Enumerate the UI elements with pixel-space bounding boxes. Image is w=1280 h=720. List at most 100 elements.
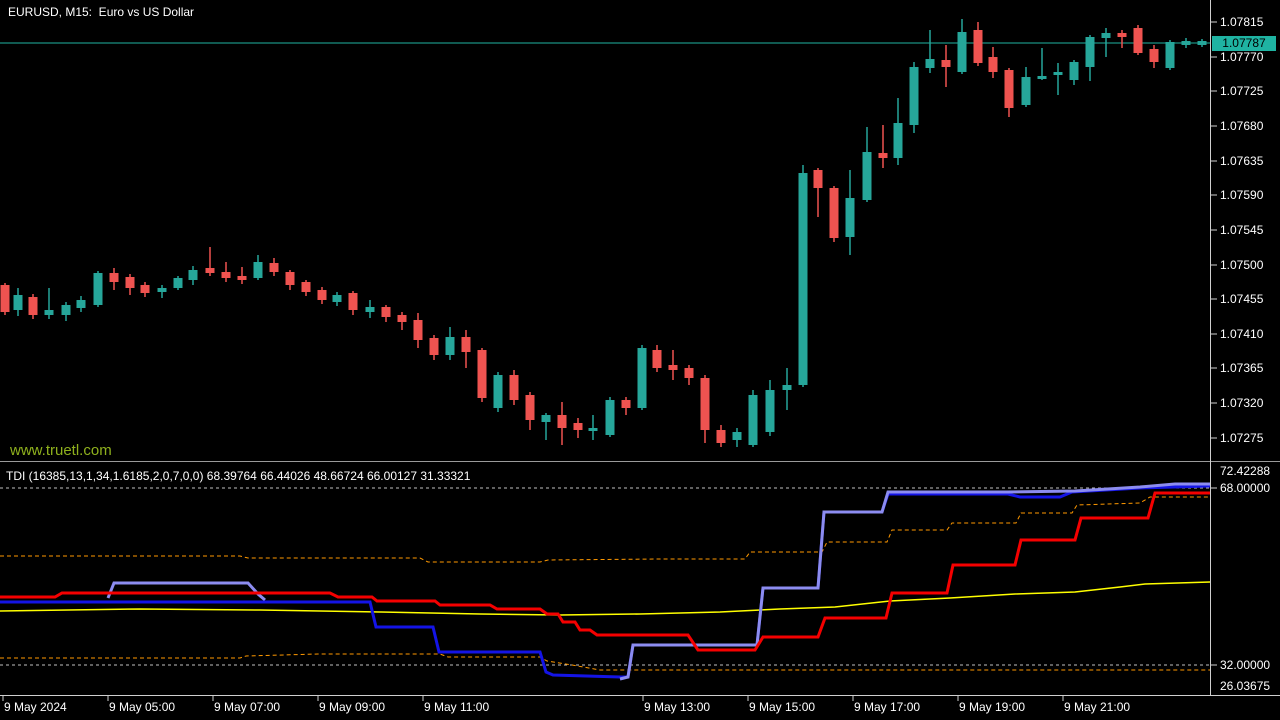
- time-tick-label: 9 May 13:00: [644, 700, 711, 714]
- symbol-header: EURUSD, M15: Euro vs US Dollar: [8, 5, 195, 19]
- candle-body: [829, 188, 839, 238]
- candle-body: [28, 297, 38, 315]
- candle-body: [732, 432, 742, 440]
- candle-body: [845, 198, 855, 237]
- price-tick-label: 1.07275: [1220, 431, 1264, 445]
- candle-body: [988, 57, 998, 72]
- candle-body: [813, 170, 823, 188]
- candle-body: [301, 282, 311, 292]
- candle-body: [140, 285, 150, 293]
- candle-body: [973, 30, 983, 63]
- price-tick-label: 1.07770: [1220, 50, 1264, 64]
- current-price-label: 1.07787: [1212, 36, 1276, 51]
- price-tick-label: 1.07590: [1220, 188, 1264, 202]
- price-tick-label: 1.07320: [1220, 396, 1264, 410]
- tdi-line-trade-signal-line: [0, 491, 1210, 652]
- candle-body: [525, 395, 535, 420]
- candle-body: [1085, 37, 1095, 67]
- candle-body: [445, 337, 455, 355]
- candle-body: [588, 428, 598, 431]
- candle-body: [1053, 72, 1063, 75]
- time-tick-label: 9 May 07:00: [214, 700, 281, 714]
- candle-body: [397, 315, 407, 322]
- candle-body: [429, 338, 439, 355]
- tdi-line-lower-band-dashed: [0, 653, 1210, 671]
- time-tick-label: 9 May 17:00: [854, 700, 921, 714]
- indicator-tick-label: 26.03675: [1220, 679, 1271, 693]
- candle-body: [684, 368, 694, 378]
- time-tick-label: 9 May 2024: [4, 700, 67, 714]
- candle-body: [461, 337, 471, 352]
- candle-body: [1117, 33, 1127, 37]
- candle-body: [652, 350, 662, 368]
- candle-body: [253, 262, 263, 278]
- candle-body: [76, 300, 86, 308]
- candle-body: [413, 320, 423, 340]
- candle-body: [317, 290, 327, 300]
- indicator-tick-label: 32.00000: [1220, 658, 1271, 672]
- candle-body: [748, 395, 758, 445]
- watermark: www.truetl.com: [10, 442, 112, 459]
- tdi-line-volatility-band-right: [619, 482, 1210, 681]
- candle-body: [1021, 77, 1031, 105]
- candle-body: [541, 415, 551, 422]
- price-tick-label: 1.07725: [1220, 84, 1264, 98]
- candle-body: [205, 268, 215, 273]
- candle-body: [1069, 62, 1079, 80]
- time-tick-label: 9 May 15:00: [749, 700, 816, 714]
- candle-body: [44, 310, 54, 315]
- candle-body: [237, 276, 247, 280]
- time-tick-label: 9 May 05:00: [109, 700, 176, 714]
- candle-body: [93, 273, 103, 305]
- indicator-tick-label: 68.00000: [1220, 481, 1271, 495]
- candle-body: [1197, 41, 1207, 45]
- candle-body: [573, 423, 583, 430]
- indicator-tick-label: 72.42288: [1220, 464, 1271, 478]
- candle-body: [332, 295, 342, 302]
- candle-body: [61, 305, 71, 315]
- price-tick-label: 1.07500: [1220, 258, 1264, 272]
- tdi-line-volatility-band-left: [106, 581, 266, 602]
- candle-body: [637, 348, 647, 408]
- time-tick-label: 9 May 11:00: [424, 700, 490, 714]
- candle-body: [716, 430, 726, 443]
- candle-body: [765, 390, 775, 432]
- candle-body: [173, 278, 183, 288]
- candle-body: [798, 173, 808, 385]
- candle-body: [605, 400, 615, 435]
- candle-body: [188, 270, 198, 280]
- candle-body: [1149, 49, 1159, 62]
- indicator-label: TDI (16385,13,1,34,1.6185,2,0,7,0,0) 68.…: [6, 469, 471, 483]
- candle-body: [365, 307, 375, 312]
- candle-body: [1181, 41, 1191, 45]
- candle-body: [493, 375, 503, 408]
- candle-body: [862, 152, 872, 200]
- candle-body: [157, 288, 167, 292]
- candle-body: [668, 365, 678, 370]
- candle-body: [1165, 42, 1175, 68]
- price-tick-label: 1.07635: [1220, 154, 1264, 168]
- candle-body: [1004, 70, 1014, 108]
- candle-body: [221, 272, 231, 278]
- candle-body: [557, 415, 567, 428]
- price-tick-label: 1.07815: [1220, 15, 1264, 29]
- candle-body: [925, 59, 935, 68]
- tdi-line-upper-band-dashed: [0, 496, 1210, 563]
- candle-body: [477, 350, 487, 398]
- candle-body: [285, 272, 295, 285]
- candle-body: [621, 400, 631, 408]
- candle-body: [348, 293, 358, 310]
- candle-body: [957, 32, 967, 72]
- candle-body: [125, 277, 135, 288]
- candle-body: [381, 307, 391, 317]
- price-tick-label: 1.07680: [1220, 119, 1264, 133]
- time-tick-label: 9 May 09:00: [319, 700, 386, 714]
- candle-body: [893, 123, 903, 158]
- candle-body: [1101, 33, 1111, 38]
- price-tick-label: 1.07410: [1220, 327, 1264, 341]
- candle-body: [269, 263, 279, 272]
- candle-body: [13, 295, 23, 310]
- candle-body: [878, 153, 888, 158]
